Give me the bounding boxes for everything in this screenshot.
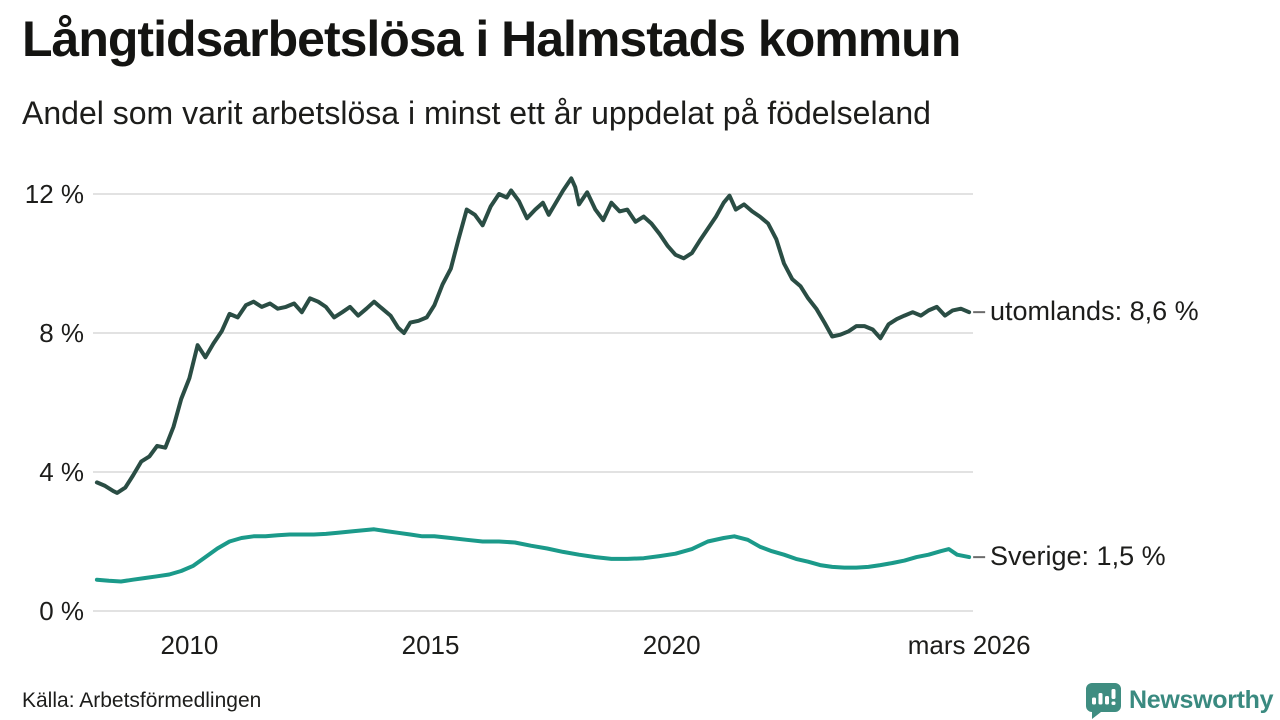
x-axis-tick-label: 2020 — [642, 630, 701, 660]
x-axis-tick-label: mars 2026 — [907, 630, 1031, 660]
page-title: Långtidsarbetslösa i Halmstads kommun — [22, 11, 961, 67]
newsworthy-logo-icon — [1086, 682, 1121, 719]
series-line-utomlands — [94, 176, 972, 495]
x-axis-tick-label: 2015 — [401, 630, 460, 660]
series-label-sverige: Sverige: 1,5 % — [990, 541, 1166, 572]
source-note: Källa: Arbetsförmedlingen — [22, 689, 262, 712]
y-axis-tick-label: 12 % — [24, 179, 84, 209]
series-line-Sverige — [94, 527, 972, 584]
series-label-utomlands: utomlands: 8,6 % — [990, 296, 1199, 327]
x-axis-tick-label: 2010 — [160, 630, 219, 660]
y-axis-tick-label: 4 % — [39, 457, 84, 487]
y-axis-tick-label: 0 % — [39, 596, 84, 626]
newsworthy-wordmark: Newsworthy — [1129, 685, 1274, 714]
newsworthy-logo: Newsworthy — [1084, 681, 1274, 719]
page-subtitle: Andel som varit arbetslösa i minst ett å… — [22, 95, 931, 131]
y-axis-tick-label: 8 % — [39, 318, 84, 348]
